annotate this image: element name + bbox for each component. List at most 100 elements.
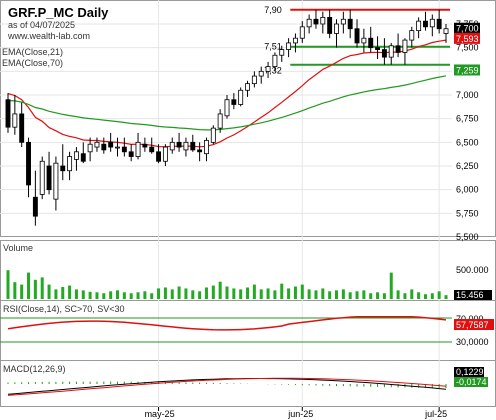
candles: [5, 9, 449, 226]
volume-bar: [136, 292, 140, 299]
last-marker-bg: [454, 64, 480, 76]
volume-bar: [335, 290, 338, 299]
candle-body: [388, 45, 394, 58]
candle: [429, 14, 435, 37]
candle-body: [87, 143, 93, 153]
candle: [183, 137, 189, 157]
candle-body: [224, 99, 230, 117]
volume-bar: [266, 288, 270, 299]
chart-title: GRF.P_MC Daily: [8, 5, 109, 20]
date-tick-label: jul-25: [424, 409, 447, 419]
candle: [204, 137, 209, 162]
level-label: 7,32: [264, 66, 282, 76]
candle: [299, 21, 305, 43]
volume-title: Volume: [3, 243, 33, 253]
candle: [395, 33, 401, 58]
candle: [313, 9, 319, 29]
volume-bar: [102, 293, 106, 299]
volume-bar: [376, 292, 380, 299]
candle: [176, 132, 182, 152]
candle: [327, 9, 333, 39]
candle: [334, 19, 339, 48]
macd-title: MACD(12,26,9): [3, 364, 66, 374]
volume-bar: [232, 288, 236, 299]
candle-body: [238, 89, 244, 105]
volume-bar: [273, 290, 277, 299]
candle-body: [292, 37, 298, 44]
candle: [149, 137, 155, 154]
candle-body: [361, 37, 367, 44]
candle-body: [272, 54, 278, 68]
candle: [231, 93, 237, 110]
candle-body: [231, 99, 237, 105]
candle-body: [436, 18, 442, 30]
candle: [190, 134, 196, 152]
candle: [238, 87, 244, 107]
rsi-title: RSI(Close,14), SC>70, SV<30: [3, 304, 125, 314]
volume-bar: [252, 284, 256, 299]
last-marker-bg: [454, 32, 480, 44]
level-label: 7,90: [264, 5, 282, 15]
ema70-line: [7, 75, 447, 131]
price-tick-label: 7,500: [456, 43, 479, 53]
volume-bar: [355, 291, 359, 299]
gridlines: [0, 0, 452, 407]
candle: [101, 137, 107, 154]
volume-tick-500000: 500.000: [456, 265, 489, 275]
volume-bar: [150, 293, 154, 299]
candle: [121, 137, 127, 157]
candle-body: [306, 18, 312, 28]
candle: [388, 42, 394, 65]
volume-bar: [341, 289, 345, 299]
volume-bar: [33, 279, 37, 299]
candle-body: [142, 143, 148, 148]
candle: [217, 109, 223, 133]
macd-last-bg: [454, 367, 484, 377]
volume-bar: [13, 282, 17, 299]
candle-body: [46, 165, 52, 191]
macd-histogram: [7, 381, 447, 389]
volume-bar: [74, 289, 78, 299]
volume-bar: [382, 293, 386, 299]
level-label: 7,51: [264, 42, 282, 52]
candle: [39, 156, 45, 200]
volume-bar: [246, 287, 250, 299]
ema-lines: [7, 39, 447, 148]
volume-bar: [61, 287, 65, 299]
candle-body: [299, 26, 305, 39]
candle-body: [368, 37, 374, 49]
volume-bar: [300, 284, 304, 299]
ema21-line: [7, 39, 447, 148]
volume-bar: [198, 291, 202, 299]
candle: [142, 137, 148, 152]
volume-bar: [109, 291, 113, 299]
candle: [169, 137, 175, 154]
candle-body: [381, 49, 387, 58]
candle-body: [156, 151, 162, 162]
macd-signal-line: [7, 377, 447, 396]
price-tick-label: 6,000: [456, 185, 479, 195]
volume-bar: [389, 272, 393, 299]
candle-body: [265, 66, 271, 72]
volume-bar: [184, 288, 188, 299]
volume-bar: [204, 287, 208, 299]
candle: [73, 147, 79, 171]
price-axis: 7,7507,5007,2507,0006,7506,5006,2506,000…: [456, 19, 479, 242]
volume-bar: [362, 290, 366, 299]
candle-body: [347, 18, 353, 30]
price-tick-label: 6,750: [456, 114, 479, 124]
candle-body: [80, 153, 86, 162]
volume-bar: [321, 288, 325, 299]
ema70-label: EMA(Close,70): [2, 58, 63, 68]
volume-bar: [54, 289, 58, 299]
volume-bar: [293, 286, 297, 299]
rsi-last-label: 57,7587: [456, 320, 489, 330]
candle: [306, 14, 312, 34]
candle-body: [169, 141, 175, 151]
volume-last-label: 15.456: [456, 290, 484, 300]
candle: [368, 26, 374, 53]
candle-body: [94, 141, 100, 148]
candle-body: [204, 140, 209, 155]
candle-body: [354, 28, 360, 44]
candle: [135, 132, 141, 160]
